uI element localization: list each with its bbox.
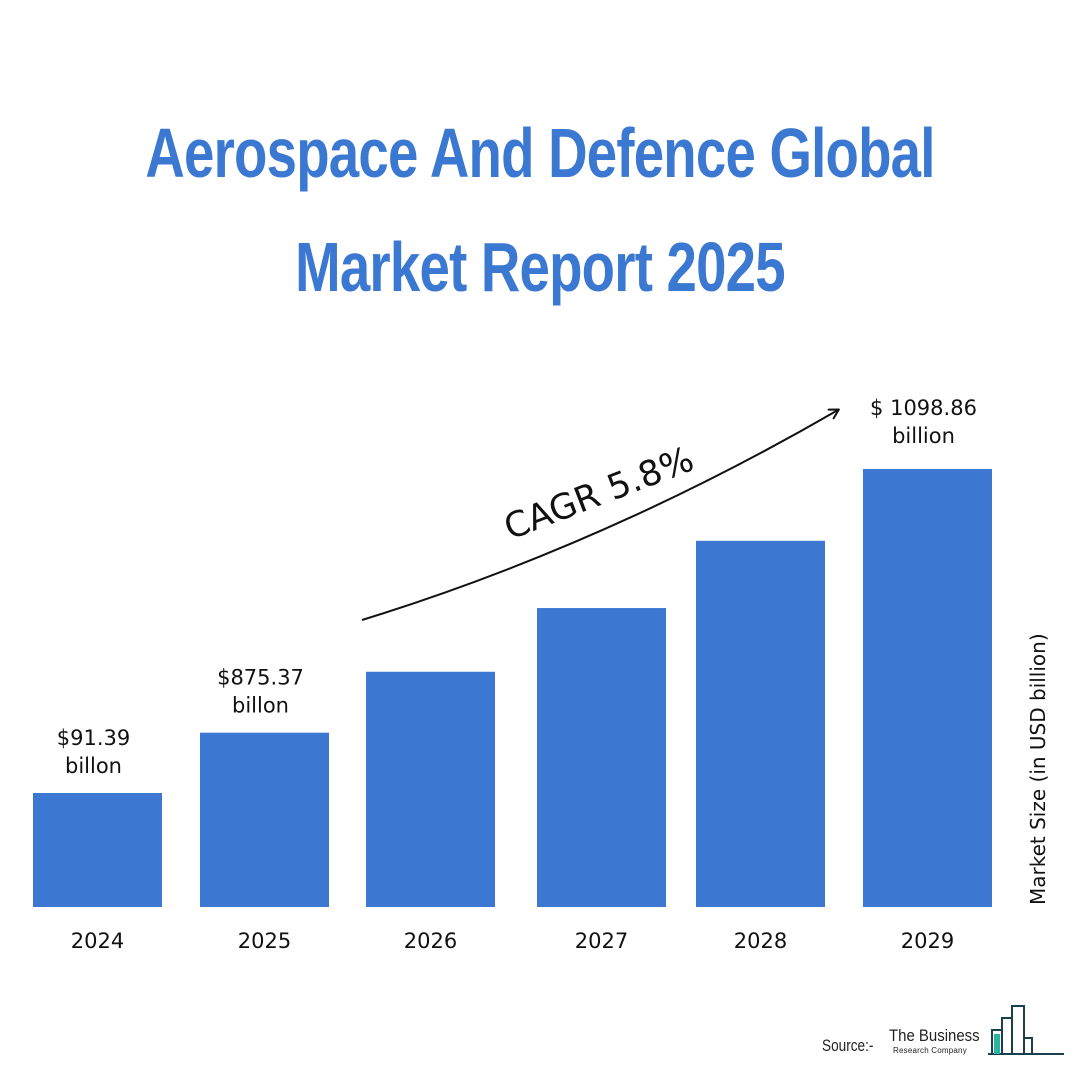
brand-name: The Business bbox=[889, 1026, 980, 1045]
bar-2024 bbox=[33, 793, 162, 907]
bar-2025 bbox=[200, 732, 329, 907]
bar-2026 bbox=[366, 671, 495, 907]
x-tick-label: 2025 bbox=[238, 929, 291, 953]
bar-2029 bbox=[863, 469, 992, 907]
x-tick-label: 2024 bbox=[71, 929, 124, 953]
y-axis-label: Market Size (in USD billion) bbox=[1026, 633, 1050, 905]
data-label-unit: billon bbox=[232, 694, 289, 718]
x-tick-label: 2026 bbox=[404, 929, 457, 953]
data-label-value: $91.39 bbox=[57, 726, 130, 750]
bar-2028 bbox=[696, 540, 825, 907]
cagr-arrow bbox=[361, 408, 840, 621]
brand-subtitle: Research Company bbox=[893, 1046, 967, 1055]
data-label-value: $875.37 bbox=[217, 666, 304, 690]
title-line-2: Market Report 2025 bbox=[295, 228, 785, 306]
data-label-value: $ 1098.86 bbox=[870, 396, 977, 420]
x-tick-label: 2028 bbox=[734, 929, 787, 953]
brand-logo bbox=[988, 1005, 1064, 1055]
bar-2027 bbox=[537, 608, 666, 907]
x-tick-label: 2027 bbox=[575, 929, 628, 953]
source-label: Source:- bbox=[822, 1036, 874, 1055]
x-tick-label: 2029 bbox=[901, 929, 954, 953]
bar-chart: 2024 2025 2026 2027 2028 2029 $91.39 billon $87… bbox=[33, 396, 1050, 953]
title-line-1: Aerospace And Defence Global bbox=[145, 114, 935, 192]
data-label-unit: billon bbox=[65, 754, 122, 778]
data-label-unit: billion bbox=[892, 424, 955, 448]
